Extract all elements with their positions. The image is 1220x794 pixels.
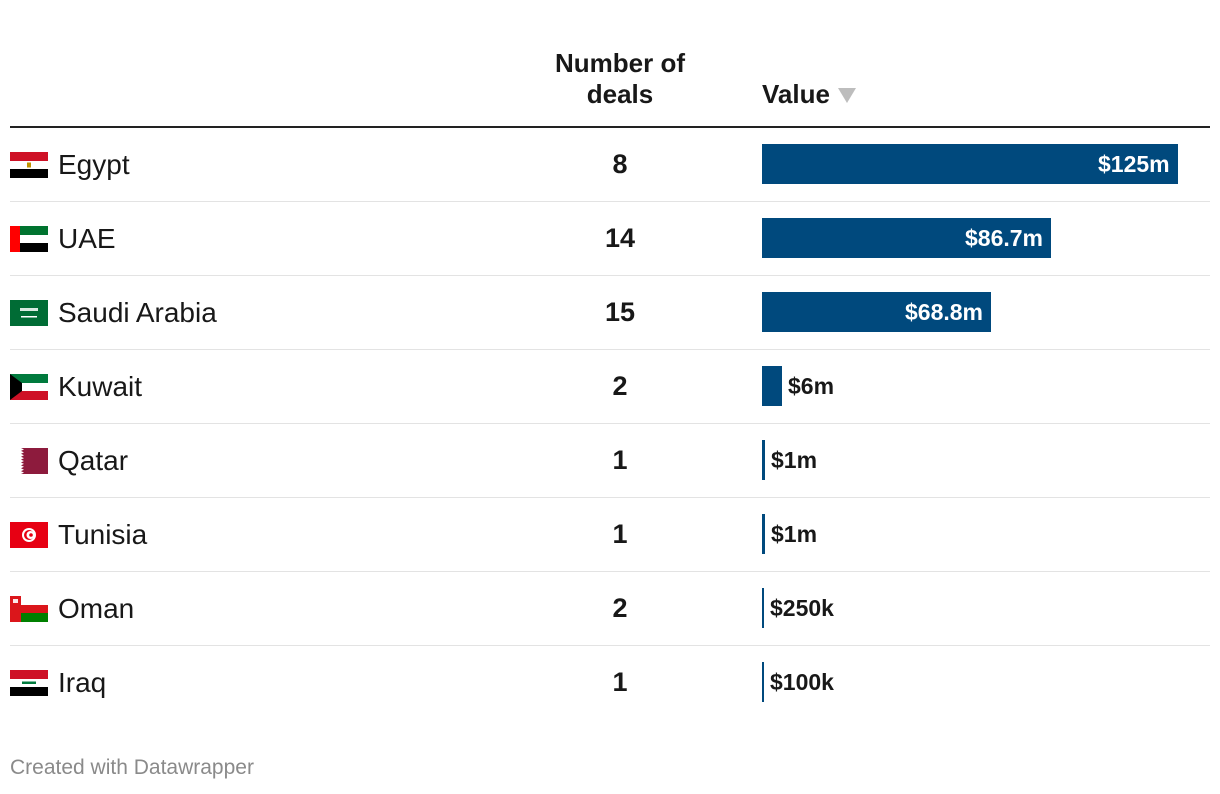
country-name: UAE (58, 223, 116, 254)
oman-flag-icon (10, 596, 48, 622)
deals-count: 2 (612, 593, 628, 623)
value-bar (762, 292, 991, 332)
table-header: Number of deals Value (10, 40, 1210, 126)
country-name: Saudi Arabia (58, 297, 217, 328)
value-label: $68.8m (905, 299, 984, 325)
value-cell: $86.7m (762, 218, 1210, 258)
deals-count: 15 (604, 297, 636, 327)
saudi-arabia-flag-icon (10, 300, 48, 326)
value-cell: $1m (762, 514, 1210, 554)
table-row: Qatar 1 $1m (10, 424, 1210, 498)
header-divider (10, 126, 1210, 128)
value-bar (762, 144, 1178, 184)
value-cell: $250k (762, 588, 1210, 628)
value-cell: $6m (762, 366, 1210, 406)
uae-flag-icon (10, 226, 48, 252)
value-label: $125m (1098, 151, 1170, 177)
value-bar (762, 514, 765, 554)
value-label: $6m (788, 373, 835, 399)
value-label: $1m (771, 521, 818, 547)
deals-count: 1 (612, 445, 628, 475)
iraq-flag-icon (10, 670, 48, 696)
country-name: Oman (58, 593, 135, 624)
deals-count: 1 (612, 519, 628, 549)
egypt-flag-icon (10, 152, 48, 178)
tunisia-flag-icon (10, 522, 48, 548)
value-cell: $125m (762, 144, 1210, 184)
table-row: Tunisia 1 $1m (10, 498, 1210, 572)
value-bar (762, 366, 782, 406)
table-row: UAE 14 $86.7m (10, 202, 1210, 276)
country-name: Qatar (58, 445, 129, 476)
value-label: $250k (770, 595, 834, 621)
column-header-deals-line1: Number of (555, 48, 685, 78)
table-row: Egypt 8 $125m (10, 128, 1210, 202)
deals-count: 1 (612, 667, 628, 697)
column-header-deals-line2: deals (586, 79, 654, 109)
deals-count: 2 (612, 371, 628, 401)
table-row: Saudi Arabia 15 $68.8m (10, 276, 1210, 350)
sort-desc-icon[interactable] (837, 88, 856, 103)
column-header-value-label: Value (762, 79, 830, 109)
value-cell: $68.8m (762, 292, 1210, 332)
deals-count: 14 (604, 223, 636, 253)
deals-count: 8 (612, 149, 628, 179)
table-row: Iraq 1 $100k (10, 646, 1210, 720)
country-name: Kuwait (58, 371, 143, 402)
value-cell: $100k (762, 662, 1210, 702)
table-row: Oman 2 $250k (10, 572, 1210, 646)
value-cell: $1m (762, 440, 1210, 480)
datawrapper-credit[interactable]: Created with Datawrapper (10, 756, 254, 779)
country-name: Tunisia (58, 519, 148, 550)
country-name: Egypt (58, 149, 130, 180)
value-bar (762, 218, 1051, 258)
country-name: Iraq (58, 667, 107, 698)
column-header-deals[interactable]: Number of deals (530, 48, 710, 110)
value-bar (762, 588, 764, 628)
value-label: $1m (771, 447, 818, 473)
value-bar (762, 662, 764, 702)
value-bar (762, 440, 765, 480)
value-label: $100k (770, 669, 834, 695)
column-header-value[interactable]: Value (762, 79, 856, 110)
qatar-flag-icon (10, 448, 48, 474)
value-label: $86.7m (965, 225, 1044, 251)
kuwait-flag-icon (10, 374, 48, 400)
table-row: Kuwait 2 $6m (10, 350, 1210, 424)
table-body: Egypt 8 $125m UAE 14 $86.7m Saudi Arabia… (10, 128, 1210, 720)
